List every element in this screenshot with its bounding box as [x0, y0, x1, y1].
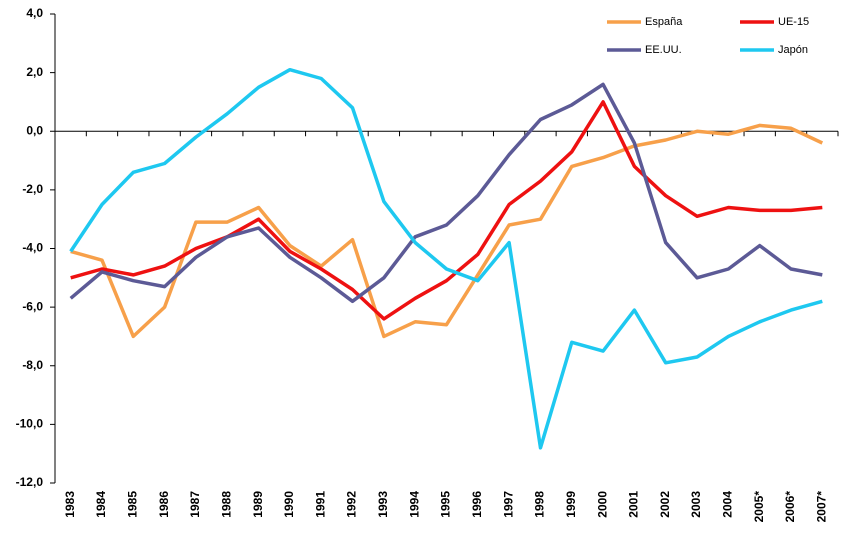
x-tick-label: 1983	[63, 491, 77, 518]
series-line	[69, 82, 823, 304]
x-tick-label: 1992	[345, 491, 359, 518]
x-tick-label: 2005*	[752, 491, 766, 523]
x-tick-label: 2001	[627, 491, 641, 518]
x-tick-label: 1985	[125, 491, 139, 518]
legend-label: Japón	[778, 44, 808, 56]
y-tick-label: -4,0	[22, 241, 43, 255]
x-tick-label: 2006*	[783, 491, 797, 523]
x-tick-label: 2000	[595, 491, 609, 518]
x-tick-label: 1994	[407, 491, 421, 518]
legend-label: España	[645, 16, 683, 28]
y-tick-label: 2,0	[26, 65, 43, 79]
x-tick-label: 1991	[313, 491, 327, 518]
y-tick-label: -10,0	[16, 417, 44, 431]
x-tick-label: 1989	[251, 491, 265, 518]
x-tick-label: 1986	[157, 491, 171, 518]
y-tick-label: -8,0	[22, 358, 43, 372]
y-tick-label: -12,0	[16, 475, 44, 489]
legend-label: EE.UU.	[645, 44, 682, 56]
y-tick-label: -6,0	[22, 299, 43, 313]
x-tick-label: 2007*	[815, 491, 829, 523]
x-tick-label: 2004	[721, 491, 735, 518]
y-tick-label: -2,0	[22, 182, 43, 196]
x-tick-label: 1998	[533, 491, 547, 518]
x-tick-label: 1993	[376, 491, 390, 518]
x-tick-label: 1995	[439, 491, 453, 518]
legend-label: UE-15	[778, 16, 809, 28]
x-tick-label: 1999	[564, 491, 578, 518]
y-tick-label: 0,0	[26, 123, 43, 137]
x-tick-label: 1996	[470, 491, 484, 518]
x-tick-label: 2003	[689, 491, 703, 518]
series-line	[70, 100, 823, 321]
x-tick-label: 1997	[501, 491, 515, 518]
y-tick-label: 4,0	[26, 6, 43, 20]
x-tick-label: 1988	[219, 491, 233, 518]
x-tick-label: 1987	[188, 491, 202, 518]
x-tick-label: 2002	[658, 491, 672, 518]
x-tick-label: 1990	[282, 491, 296, 518]
series-line	[69, 67, 823, 450]
x-tick-label: 1984	[94, 491, 108, 518]
series-line	[70, 123, 824, 339]
